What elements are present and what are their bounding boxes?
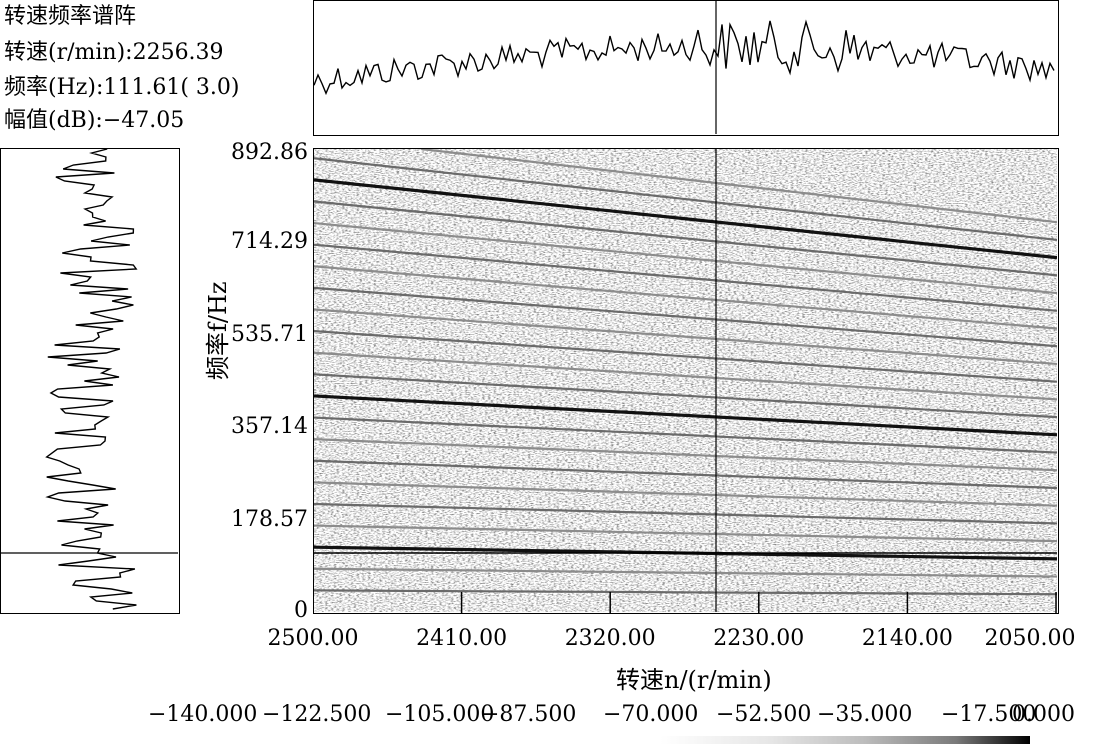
order-line-6 (314, 481, 1058, 507)
frequency-slice-trace (45, 149, 138, 610)
spectrogram-panel[interactable] (313, 148, 1059, 614)
colorbar-label: −52.500 (716, 702, 812, 727)
colorbar-label: −105.000 (385, 702, 495, 727)
order-line-21 (314, 157, 1058, 242)
y-tick-label: 714.29 (231, 229, 308, 255)
order-line-14 (314, 308, 1058, 366)
order-line-12 (314, 351, 1058, 401)
y-tick-label: 892.86 (231, 140, 308, 165)
colorbar-label: 0.000 (1012, 702, 1075, 727)
x-tick-label: 2320.00 (564, 626, 656, 651)
speed-slice-plot (314, 1, 1055, 134)
colorbar-label: −35.000 (817, 702, 913, 727)
frequency-slice-plot (1, 149, 178, 610)
colorbar-label: −17.500 (941, 702, 1037, 727)
order-line-10 (314, 394, 1058, 437)
x-tick-label: 2500.00 (267, 626, 359, 651)
order-line-11 (314, 373, 1058, 419)
order-line-13 (314, 330, 1058, 383)
y-tick-label: 535.71 (231, 321, 308, 347)
speed-slice-trace (314, 19, 1055, 96)
order-line-9 (314, 416, 1058, 454)
y-axis-label: 频率f/Hz (204, 281, 232, 380)
frequency-readout: 频率(Hz):111.61( 3.0) (4, 75, 240, 100)
order-line-7 (314, 459, 1058, 490)
x-axis-label: 转速n/(r/min) (616, 666, 772, 694)
colorbar-label: −122.500 (262, 702, 372, 727)
x-tick-label: 2230.00 (713, 626, 805, 651)
speed-slice-panel[interactable] (313, 0, 1059, 136)
speed-readout: 转速(r/min):2256.39 (4, 40, 224, 65)
order-line-19 (314, 200, 1058, 277)
colorbar-label: −87.500 (481, 702, 577, 727)
order-line-16 (314, 265, 1058, 330)
x-tick-label: 2140.00 (861, 626, 953, 651)
frequency-slice-panel[interactable] (0, 148, 180, 614)
colorbar-label: −140.000 (148, 702, 258, 727)
order-line-20 (314, 178, 1058, 260)
chart-title: 转速频率谱阵 (4, 4, 137, 29)
y-tick-label: 0 (294, 598, 308, 623)
order-line-17 (314, 243, 1058, 312)
order-line-2 (314, 567, 1058, 578)
order-line-22 (421, 149, 1058, 224)
amplitude-readout: 幅值(dB):−47.05 (4, 108, 185, 133)
x-tick-label: 2410.00 (416, 626, 508, 651)
y-tick-label: 178.57 (231, 506, 308, 532)
order-line-18 (314, 221, 1058, 295)
order-line-4 (314, 524, 1058, 543)
y-tick-label: 357.14 (231, 414, 308, 440)
spectrogram-plot (314, 149, 1058, 612)
order-line-1 (314, 589, 1058, 596)
colorbar (660, 736, 1030, 744)
x-tick-label: 2050.00 (984, 626, 1076, 651)
order-line-5 (314, 502, 1058, 525)
order-line-15 (314, 286, 1058, 348)
colorbar-label: −70.000 (603, 702, 699, 727)
x-axis-tick-marks (313, 592, 1057, 614)
order-line-8 (314, 438, 1058, 472)
